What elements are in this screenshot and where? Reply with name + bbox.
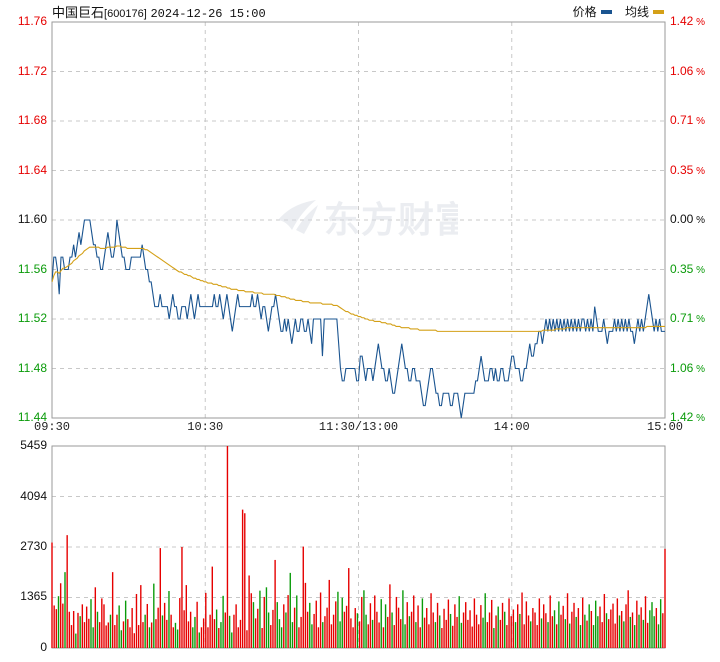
price-axis-tick-left: 11.64 (17, 162, 47, 177)
time-axis-tick: 14:00 (493, 420, 530, 434)
price-axis-tick-right: 1.42 % (670, 14, 706, 28)
price-axis-tick-right: 0.00 % (670, 212, 706, 226)
price-axis-tick-right: 0.35 % (670, 162, 706, 177)
volume-axis-tick: 1365 (20, 589, 47, 604)
volume-axis-tick: 5459 (20, 438, 47, 452)
chart-datetime: 2024-12-26 15:00 (150, 7, 266, 21)
price-line (51, 219, 665, 419)
price-chart-panel (51, 21, 666, 419)
legend-price-label: 价格 (572, 5, 597, 19)
legend-ma-label: 均线 (624, 5, 649, 19)
time-axis-tick: 09:30 (33, 420, 71, 434)
price-axis-tick-left: 11.72 (17, 63, 47, 78)
price-axis-tick-left: 11.44 (17, 410, 47, 424)
volume-chart-panel (51, 445, 666, 649)
legend-item-price[interactable]: 价格 (573, 3, 612, 20)
price-axis-tick-left: 11.56 (17, 261, 47, 276)
time-axis-tick: 15:00 (646, 420, 684, 434)
price-axis-tick-left: 11.48 (17, 360, 47, 375)
price-axis-tick-right: 1.42 % (670, 410, 706, 424)
legend-item-ma[interactable]: 均线 (625, 3, 664, 20)
volume-axis-tick: 4094 (20, 488, 47, 503)
volume-axis-tick: 2730 (20, 538, 47, 553)
volume-axis-tick: 0 (40, 640, 47, 654)
legend-price-swatch (600, 10, 612, 14)
stock-code: [600176] (104, 8, 147, 20)
price-axis-tick-left: 11.52 (17, 311, 47, 325)
legend-ma-swatch (653, 10, 664, 14)
price-axis-tick-right: 0.71 % (670, 311, 706, 325)
price-axis-tick-left: 11.60 (17, 212, 47, 226)
price-axis-tick-left: 11.68 (17, 113, 47, 127)
chart-legend: 价格 均线 (563, 3, 664, 20)
time-axis-tick: 10:30 (187, 420, 224, 434)
time-axis-tick: 11:30/13:00 (318, 420, 399, 434)
price-axis-tick-right: 0.71 % (670, 113, 706, 127)
price-axis-tick-right: 0.35 % (670, 261, 706, 276)
price-plot-border (51, 21, 666, 419)
stock-name: 中国巨石 (52, 5, 105, 20)
price-axis-tick-right: 1.06 % (670, 63, 706, 78)
moving-average-line (51, 245, 665, 332)
chart-header-title: 中国巨石[600176] 2024-12-26 15:00 (52, 2, 266, 21)
price-axis-tick-right: 1.06 % (670, 360, 706, 375)
price-axis-tick-left: 11.76 (17, 14, 47, 28)
